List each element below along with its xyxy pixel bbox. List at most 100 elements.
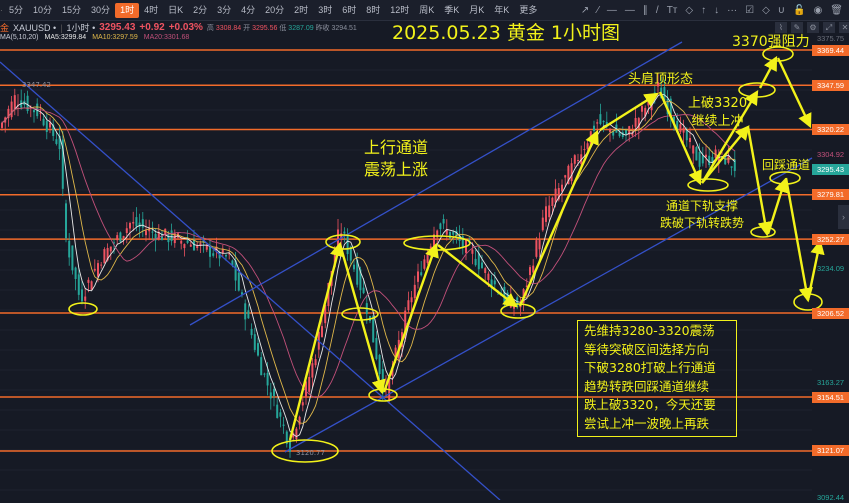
pencil-icon[interactable]: ✎ (791, 22, 803, 33)
candle-body (378, 354, 381, 375)
ma5-value: MA5:3299.84 (44, 34, 87, 41)
ma-legend: MA(5,10,20) MA5:3299.84 MA10:3297.59 MA2… (0, 34, 189, 44)
candle-body (609, 128, 611, 132)
candle-body (10, 101, 13, 118)
candle-body (228, 253, 231, 255)
eye-icon[interactable]: ◉ (813, 5, 823, 16)
candle-body (87, 279, 90, 283)
arrow-icon[interactable]: ↗ (580, 5, 590, 16)
timeframe-8[interactable]: 3分 (217, 4, 232, 15)
candle-body (413, 284, 416, 299)
candle-body (157, 231, 160, 239)
note-line: 跌上破3320，今天还要 (584, 397, 716, 412)
edit-icon[interactable]: ☑ (745, 5, 755, 16)
break-up-line1: 上破3320 (688, 96, 748, 111)
candle-body (49, 122, 51, 128)
candle-body (698, 151, 701, 167)
maximize-icon[interactable]: ⤢ (823, 22, 835, 33)
low-marker: 3120.77 (296, 449, 325, 457)
timeframe-4[interactable]: 1时 (115, 2, 140, 18)
highlight-ellipse (793, 293, 823, 311)
price-change-pct: +0.03% (168, 22, 203, 33)
candle-body (625, 129, 627, 135)
timeframe-3[interactable]: 30分 (91, 4, 111, 15)
timeframe-6[interactable]: 日K (168, 4, 184, 15)
interval-selector[interactable]: 1小时 • (67, 21, 96, 34)
candle-body (273, 388, 275, 396)
timeframe-14[interactable]: 8时 (366, 4, 381, 15)
channel-lower-line (284, 157, 813, 453)
candle-body (429, 246, 432, 256)
candle-body (733, 159, 736, 171)
more-icon[interactable]: ··· (727, 5, 738, 16)
price-axis-label: 3206.52 (812, 307, 849, 319)
candle-body (417, 271, 419, 282)
timeframe-1[interactable]: 10分 (33, 4, 53, 15)
arrow-up-icon[interactable]: ↑ (701, 5, 707, 16)
forecast-arrow (288, 241, 345, 441)
horizontal-line-icon[interactable]: — (606, 5, 617, 16)
timeframe-9[interactable]: 4分 (241, 4, 256, 15)
candle-body (135, 217, 138, 227)
timeframe-2[interactable]: 15分 (62, 4, 82, 15)
candle-body (33, 110, 35, 113)
ma20-line (1, 107, 736, 399)
timeframe-15[interactable]: 12时 (390, 4, 410, 15)
candle-body (676, 120, 679, 133)
forecast-arrow (437, 244, 518, 308)
parallel-channel-icon[interactable]: ∥ (642, 5, 648, 16)
timeframe-11[interactable]: 2时 (294, 4, 309, 15)
settings-icon[interactable]: ⚙ (807, 22, 819, 33)
candle-body (225, 254, 227, 257)
horizontal-ray-icon[interactable]: — (624, 5, 635, 16)
trend-line-icon[interactable]: / (655, 5, 659, 16)
ray-icon[interactable]: ⁄ (597, 5, 599, 16)
candle-body (657, 82, 659, 87)
candle-body (103, 249, 106, 264)
candle-body (586, 143, 589, 149)
timeframe-16[interactable]: 周K (419, 4, 435, 15)
candle-body (653, 92, 656, 94)
candle-body (423, 259, 426, 269)
forecast-arrow (776, 57, 812, 129)
candle-body (52, 124, 55, 136)
timeframe-13[interactable]: 6时 (342, 4, 357, 15)
text-icon[interactable]: Tт (666, 5, 678, 16)
timeframe-10[interactable]: 20分 (265, 4, 285, 15)
candle-body (593, 125, 595, 131)
note-line: 趋势转跌回踩通道继续 (584, 378, 710, 394)
trash-icon[interactable]: 🗑 (830, 5, 843, 16)
chevron-right-icon[interactable]: › (838, 205, 849, 229)
timeframe-12[interactable]: 3时 (318, 4, 333, 15)
timeframe-19[interactable]: 年K (494, 4, 510, 15)
timeframe-5[interactable]: 4时 (144, 4, 159, 15)
candle-body (324, 304, 327, 324)
chart-type-icon[interactable]: ⌇ (775, 22, 787, 33)
candle-body (362, 287, 365, 294)
highlight-ellipse (341, 307, 379, 321)
candle-body (45, 120, 48, 132)
open-label: 开 (243, 24, 251, 32)
close-icon[interactable]: ✕ (839, 22, 849, 33)
symbol-selector[interactable]: XAUUSD • (13, 23, 56, 33)
timeframe-18[interactable]: 月K (469, 4, 485, 15)
magnet-icon[interactable]: ∪ (777, 5, 786, 16)
timeframe-0[interactable]: 5分 (9, 4, 24, 15)
chart-window-controls: ⌇ ✎ ⚙ ⤢ ✕ (775, 22, 849, 33)
candle-body (161, 233, 163, 241)
forecast-arrow (658, 91, 702, 186)
candle-body (305, 381, 307, 397)
candle-body (282, 424, 285, 426)
price-axis-label: 3279.81 (812, 189, 849, 201)
candle-body (292, 432, 295, 438)
tag-icon[interactable]: ◇ (685, 5, 694, 16)
arrow-down-icon[interactable]: ↓ (714, 5, 720, 16)
timeframe-20[interactable]: 更多 (519, 4, 538, 15)
candle-body (730, 166, 733, 168)
timeframe-17[interactable]: 季K (444, 4, 460, 15)
eraser-icon[interactable]: ◇ (762, 5, 770, 16)
candle-body (529, 267, 531, 276)
lock-icon[interactable]: 🔓 (793, 5, 806, 16)
timeframe-7[interactable]: 2分 (193, 4, 208, 15)
